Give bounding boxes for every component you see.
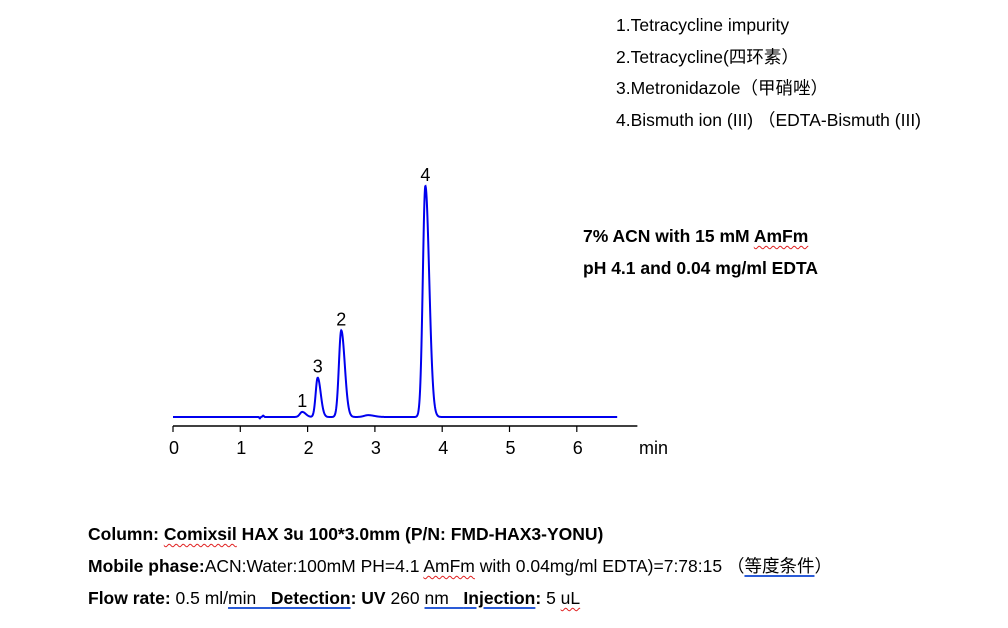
peak-label: 3 — [313, 357, 323, 377]
condition-text: uL — [560, 588, 581, 608]
condition-line: Column: Comixsil HAX 3u 100*3.0mm (P/N: … — [88, 518, 832, 550]
mobile-phase-note: 7% ACN with 15 mM AmFm pH 4.1 and 0.04 m… — [583, 220, 818, 284]
conditions: Column: Comixsil HAX 3u 100*3.0mm (P/N: … — [88, 518, 832, 614]
peak-labels: 13 2 4 — [297, 165, 430, 411]
x-tick-label: 2 — [304, 438, 314, 458]
condition-text: Column: — [88, 524, 164, 544]
condition-line: Mobile phase:ACN:Water:100mM PH=4.1 AmFm… — [88, 550, 832, 582]
x-tick-label: 4 — [438, 438, 448, 458]
peak-label: 4 — [420, 165, 430, 185]
condition-text: HAX 3u 100*3.0mm (P/N: FMD-HAX3-YONU) — [236, 524, 604, 544]
condition-text: AmFm — [423, 556, 475, 576]
condition-text: 260 — [385, 588, 425, 608]
x-tick-label: 6 — [573, 438, 583, 458]
condition-text: Comixsil — [163, 524, 237, 544]
note-line2: pH 4.1 and 0.04 mg/ml EDTA — [583, 258, 819, 278]
x-tick-label: 1 — [236, 438, 246, 458]
note-amfm: AmFm — [753, 226, 809, 246]
chromatogram-trace — [173, 184, 618, 420]
condition-text: 5 — [541, 588, 561, 608]
condition-text: ） — [814, 556, 832, 576]
condition-text: : — [535, 588, 542, 608]
condition-text: nm — [424, 588, 464, 608]
legend-item: 2.Tetracycline(四环素） — [616, 46, 799, 67]
condition-text: ACN:Water:100mM PH=4.1 — [204, 556, 424, 576]
condition-text: Flow rate: — [88, 588, 171, 608]
peak-legend: 1.Tetracycline impurity 2.Tetracycline(四… — [616, 10, 956, 136]
peak-label: 2 — [336, 309, 346, 329]
condition-text: Detection — [270, 588, 351, 608]
condition-text: min — [228, 588, 271, 608]
legend-item: 3.Metronidazole（甲硝唑） — [616, 78, 829, 98]
x-axis: 0 1 2 3 4 5 6 min — [169, 425, 668, 458]
condition-text: Injection — [463, 588, 536, 608]
legend-item: 1.Tetracycline impurity — [616, 15, 790, 35]
peak-label: 1 — [297, 391, 307, 411]
condition-line: Flow rate: 0.5 ml/min Detection: UV 260 … — [88, 582, 832, 614]
condition-text: 等度条件 — [744, 556, 815, 576]
note-line1: 7% ACN with 15 mM — [583, 226, 754, 246]
x-axis-label: min — [639, 438, 668, 458]
x-tick-label: 5 — [506, 438, 516, 458]
legend-item: 4.Bismuth ion (III) （EDTA-Bismuth (III) — [616, 109, 922, 130]
condition-text: 0.5 ml/ — [170, 588, 229, 608]
condition-text: Mobile phase: — [88, 556, 205, 576]
x-tick-label: 3 — [371, 438, 381, 458]
x-tick-label: 0 — [169, 438, 179, 458]
condition-text: : UV — [350, 588, 386, 608]
condition-text: with 0.04mg/ml EDTA)=7:78:15 （ — [474, 556, 745, 576]
